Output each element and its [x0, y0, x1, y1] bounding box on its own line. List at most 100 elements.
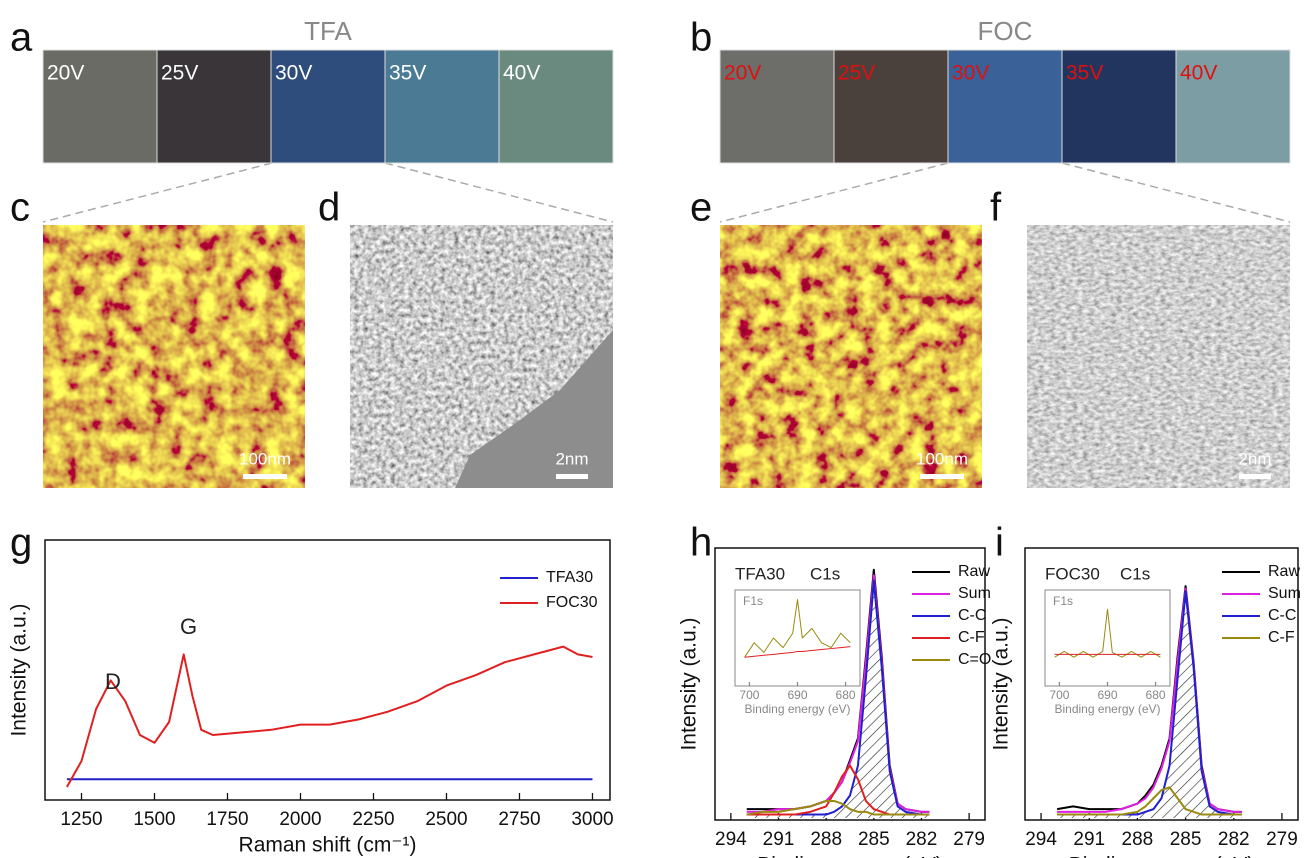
swatch-label: 30V — [275, 62, 312, 85]
zoom-lines — [42, 162, 1291, 223]
line — [746, 799, 930, 816]
tem-background — [455, 330, 613, 488]
panel-label: i — [995, 521, 1004, 565]
scale-bar — [1239, 474, 1271, 479]
x-tick-label: 285 — [858, 829, 890, 850]
color-swatch — [42, 49, 158, 164]
line — [744, 646, 851, 658]
legend-label: Raw — [1268, 563, 1300, 580]
line — [744, 599, 851, 658]
x-tick-label: 291 — [1073, 829, 1105, 850]
swatch-label: 25V — [838, 62, 875, 85]
x-tick-label: 288 — [1122, 829, 1154, 850]
legend-label: Sum — [1268, 585, 1301, 602]
panel-label: c — [10, 186, 30, 230]
inset-frame — [734, 589, 861, 687]
x-tick-label: 282 — [906, 829, 938, 850]
x-tick-label: 294 — [715, 829, 747, 850]
zoom-line — [384, 162, 614, 223]
legend-label: C-F — [1268, 629, 1295, 646]
afm-image — [720, 225, 982, 488]
x-tick-label: 1500 — [133, 809, 175, 830]
panel-label: a — [10, 16, 33, 60]
y-axis-label: Intensity (a.u.) — [678, 617, 701, 750]
color-swatch — [947, 49, 1063, 164]
x-tick-label: 690 — [787, 688, 807, 702]
legend-label: FOC30 — [546, 594, 598, 611]
inset-title: F1s — [743, 594, 763, 608]
y-axis-label: Intensity (a.u.) — [8, 603, 31, 736]
legend-label: C-C — [1268, 607, 1296, 624]
plot-frame — [44, 539, 611, 801]
x-tick-label: 1250 — [60, 809, 102, 830]
x-tick-label: 279 — [1266, 829, 1298, 850]
legend-label: C-F — [958, 629, 985, 646]
swatch-label: 40V — [1180, 62, 1217, 85]
line — [1057, 587, 1242, 813]
swatch-label: 30V — [952, 62, 989, 85]
x-tick-label: 288 — [810, 829, 842, 850]
afm-image — [43, 225, 305, 488]
x-tick-label: 279 — [953, 829, 985, 850]
legend-label: C=O — [958, 651, 991, 668]
color-swatch — [384, 49, 500, 164]
inset-frame — [1044, 589, 1171, 687]
scale-bar — [243, 474, 287, 479]
annotation: C1s — [810, 564, 840, 583]
panel-label: e — [690, 186, 712, 230]
panel-label: b — [690, 16, 712, 60]
inset-title: F1s — [1053, 594, 1073, 608]
x-tick-label: 2750 — [498, 809, 540, 830]
panel-label: h — [690, 521, 712, 565]
annotation: C1s — [1120, 564, 1150, 583]
zoom-line — [719, 162, 949, 223]
x-axis-label: Binding energy (eV) — [744, 702, 850, 716]
x-tick-label: 2250 — [352, 809, 394, 830]
x-tick-label: 291 — [763, 829, 795, 850]
line — [66, 645, 593, 788]
legend-label: C-C — [958, 607, 986, 624]
x-tick-label: 282 — [1218, 829, 1250, 850]
x-axis-label: Binding energy (eV) — [1054, 702, 1160, 716]
annotation: FOC30 — [1045, 564, 1100, 583]
annotation: TFA30 — [735, 564, 785, 583]
x-tick-label: 285 — [1170, 829, 1202, 850]
scale-bar-label: 2nm — [555, 449, 588, 468]
swatch-label: 20V — [724, 62, 761, 85]
tem-image — [1027, 225, 1290, 488]
annotation: G — [180, 614, 197, 639]
legend-label: TFA30 — [546, 569, 593, 586]
y-axis-label: Intensity (a.u.) — [990, 617, 1013, 750]
color-swatch — [498, 49, 614, 164]
area — [746, 580, 930, 818]
color-swatch — [833, 49, 949, 164]
scale-bar — [920, 474, 964, 479]
zoom-line — [42, 162, 273, 223]
swatch-title: FOC — [978, 16, 1033, 46]
plot-frame — [1024, 547, 1299, 821]
annotation: D — [105, 669, 121, 694]
color-swatch — [156, 49, 272, 164]
zoom-line — [1061, 162, 1291, 223]
x-tick-label: 680 — [836, 688, 856, 702]
scale-bar-label: 100nm — [916, 449, 968, 468]
color-swatch — [1061, 49, 1177, 164]
x-tick-label: 2000 — [279, 809, 321, 830]
swatch-label: 35V — [1066, 62, 1103, 85]
line — [1057, 786, 1242, 816]
x-tick-label: 1750 — [206, 809, 248, 830]
swatch-label: 40V — [503, 62, 540, 85]
x-axis-label: Binding energy (eV) — [1069, 854, 1255, 858]
scale-bar — [556, 474, 588, 479]
x-tick-label: 690 — [1097, 688, 1117, 702]
panel-label: f — [990, 186, 1002, 230]
legend-label: Sum — [958, 585, 991, 602]
color-swatch — [1175, 49, 1291, 164]
line — [1054, 608, 1161, 658]
x-axis-label: Binding energy (eV) — [757, 854, 943, 858]
legend-label: Raw — [958, 563, 990, 580]
color-swatch — [270, 49, 386, 164]
swatch-label: 20V — [47, 62, 84, 85]
plot-frame — [714, 547, 986, 821]
